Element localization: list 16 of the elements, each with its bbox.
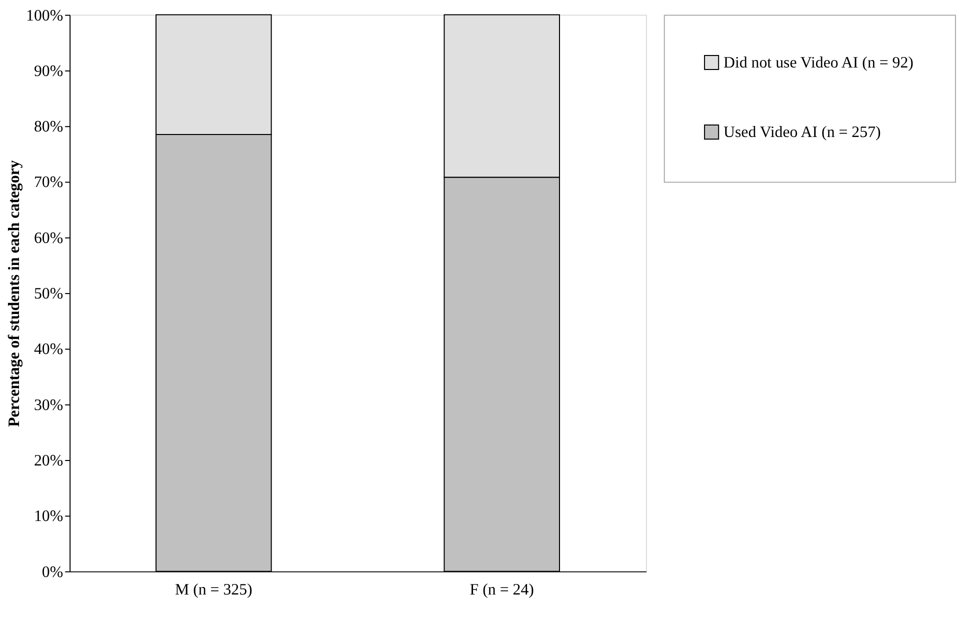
y-tick-label: 50% <box>34 286 64 303</box>
y-tick-label: 20% <box>34 452 64 470</box>
y-axis-title: Percentage of students in each category <box>6 160 24 427</box>
x-tick-label: F (n = 24) <box>470 582 534 599</box>
y-tick-label: 30% <box>34 396 64 414</box>
y-tick-label: 10% <box>34 508 64 526</box>
y-tick-label: 0% <box>42 564 64 581</box>
y-tick-label: 100% <box>26 7 64 24</box>
y-tick-label: 60% <box>34 230 64 247</box>
y-tick-label: 70% <box>34 174 64 192</box>
y-tick-label: 90% <box>34 62 64 80</box>
y-tick-label: 80% <box>34 118 64 136</box>
x-tick-label: M (n = 325) <box>174 582 252 599</box>
legend-label: Used Video AI (n = 257) <box>723 124 881 142</box>
legend-label: Did not use Video AI (n = 92) <box>723 54 914 72</box>
y-tick-label: 40% <box>34 341 64 358</box>
